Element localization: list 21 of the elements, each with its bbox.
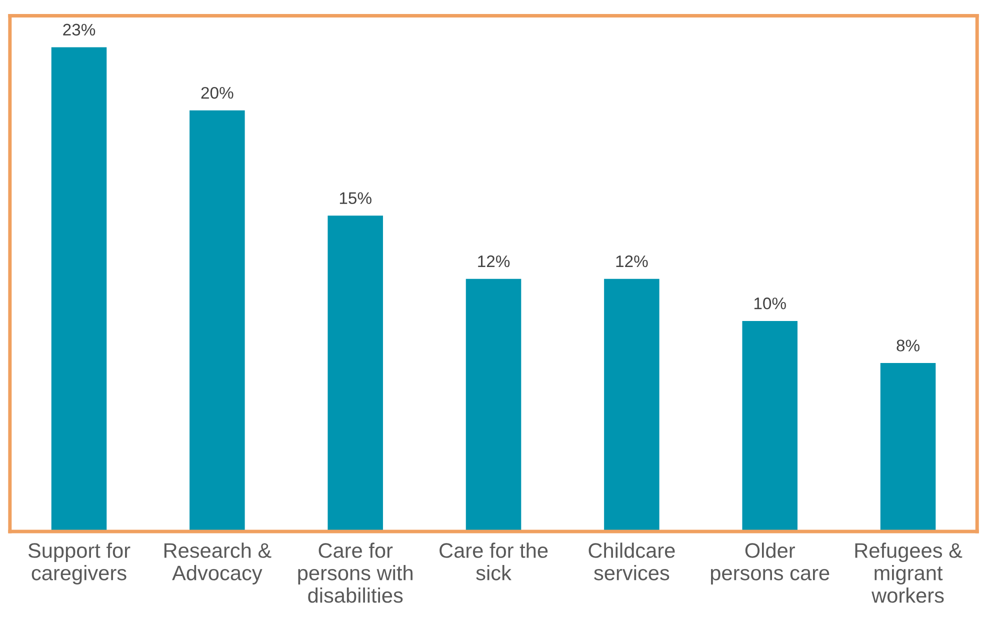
bar <box>328 216 383 532</box>
bar <box>51 47 107 532</box>
data-label: 12% <box>478 255 510 268</box>
bar <box>190 110 245 532</box>
x-tick-label: Research & Advocacy <box>164 542 272 584</box>
x-tick-label: Support for caregivers <box>28 542 130 584</box>
bar <box>742 320 798 532</box>
x-tick-label: Care for persons with disabilities <box>298 542 412 603</box>
data-label: 15% <box>340 192 372 204</box>
data-label: 20% <box>201 86 234 99</box>
bar <box>604 278 660 532</box>
x-tick-label: Childcare services <box>588 542 675 580</box>
data-label: 10% <box>754 298 786 310</box>
x-tick-label: Refugees & migrant workers <box>855 542 962 603</box>
x-tick-label: Older persons care <box>710 542 830 584</box>
bar <box>880 363 936 532</box>
data-label: 23% <box>63 24 96 36</box>
x-tick-label: Care for the sick <box>440 542 548 580</box>
bar <box>466 278 522 532</box>
data-label: 8% <box>896 340 920 352</box>
data-label: 12% <box>616 255 648 268</box>
